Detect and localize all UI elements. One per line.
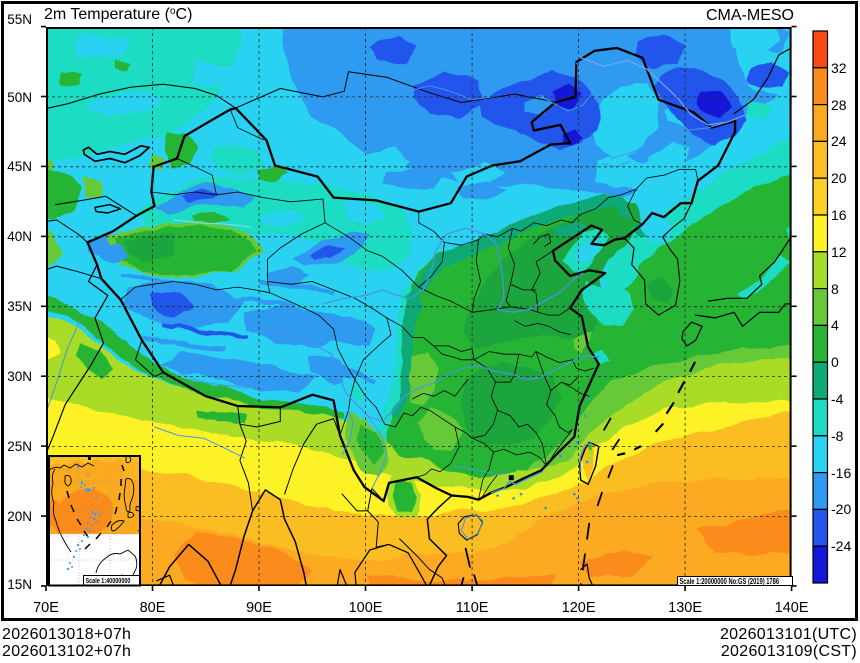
svg-text:Scale 1:40000000: Scale 1:40000000 bbox=[85, 577, 130, 585]
